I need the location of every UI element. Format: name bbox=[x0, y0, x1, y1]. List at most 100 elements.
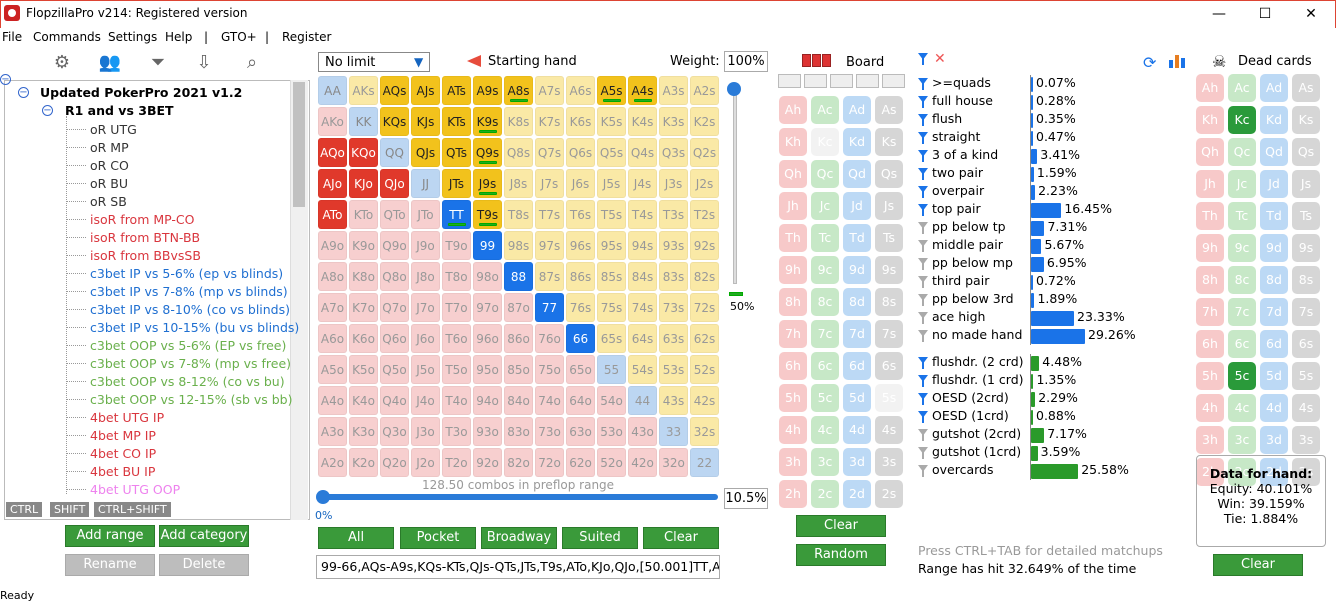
board-card[interactable]: 3s bbox=[875, 448, 903, 476]
hand-cell[interactable]: Q6o bbox=[380, 324, 409, 353]
hand-cell[interactable]: JTs bbox=[442, 169, 471, 198]
board-card[interactable]: 7c bbox=[811, 320, 839, 348]
users-icon[interactable]: 👥 bbox=[98, 52, 122, 73]
filter-icon[interactable] bbox=[918, 114, 928, 126]
hand-cell[interactable]: 93s bbox=[659, 231, 688, 260]
hand-cell[interactable]: T9s bbox=[473, 200, 502, 229]
hand-cell[interactable]: 62o bbox=[566, 448, 595, 477]
hand-cell[interactable]: A6s bbox=[566, 76, 595, 105]
filter-icon[interactable] bbox=[918, 447, 928, 459]
dead-card[interactable]: 4d bbox=[1260, 394, 1288, 422]
hand-cell[interactable]: Q3s bbox=[659, 138, 688, 167]
hand-cell[interactable]: 66 bbox=[566, 324, 595, 353]
filter-icon[interactable] bbox=[918, 465, 928, 477]
hand-cell[interactable]: 33 bbox=[659, 417, 688, 446]
pocket-button[interactable]: Pocket bbox=[400, 527, 476, 549]
hand-cell[interactable]: Q2s bbox=[690, 138, 719, 167]
tree-collapse-icon[interactable]: − bbox=[18, 87, 29, 98]
tree-item[interactable]: 4bet UTG OOP bbox=[90, 482, 181, 497]
hand-cell[interactable]: 72s bbox=[690, 293, 719, 322]
filter-icon[interactable] bbox=[918, 150, 928, 162]
dead-card[interactable]: Ah bbox=[1196, 74, 1224, 102]
hand-cell[interactable]: 54o bbox=[597, 386, 626, 415]
hand-cell[interactable]: KQs bbox=[380, 107, 409, 136]
dead-card[interactable]: Ts bbox=[1292, 202, 1320, 230]
tree-item[interactable]: c3bet OOP vs 7-8% (mp vs free) bbox=[90, 356, 292, 371]
range-text-input[interactable]: 99-66,AQs-A9s,KQs-KTs,QJs-QTs,JTs,T9s,AT… bbox=[316, 555, 720, 579]
board-card[interactable]: 2d bbox=[843, 480, 871, 508]
hand-cell[interactable]: 99 bbox=[473, 231, 502, 260]
import-icon[interactable]: ⇩ bbox=[196, 52, 212, 73]
dead-card[interactable]: Js bbox=[1292, 170, 1320, 198]
tree-group[interactable]: R1 and vs 3BET bbox=[65, 103, 174, 118]
hand-category-label[interactable]: pp below tp bbox=[932, 219, 1006, 234]
board-card[interactable]: Tc bbox=[811, 224, 839, 252]
hand-cell[interactable]: Q6s bbox=[566, 138, 595, 167]
filter-icon[interactable] bbox=[918, 186, 928, 198]
dead-card[interactable]: 7d bbox=[1260, 298, 1288, 326]
tree-scrollbar-thumb[interactable] bbox=[293, 82, 305, 207]
tree-item[interactable]: c3bet OOP vs 12-15% (sb vs bb) bbox=[90, 392, 293, 407]
hand-cell[interactable]: T2s bbox=[690, 200, 719, 229]
filter-icon[interactable] bbox=[918, 78, 928, 90]
board-random-button[interactable]: Random bbox=[796, 544, 886, 566]
board-card[interactable]: 4d bbox=[843, 416, 871, 444]
hand-cell[interactable]: 95s bbox=[597, 231, 626, 260]
hand-cell[interactable]: K3s bbox=[659, 107, 688, 136]
tree-collapse-icon[interactable]: − bbox=[0, 74, 11, 85]
hand-cell[interactable]: 96s bbox=[566, 231, 595, 260]
hand-cell[interactable]: QQ bbox=[380, 138, 409, 167]
tree-item[interactable]: oR SB bbox=[90, 194, 127, 209]
board-card[interactable]: Th bbox=[779, 224, 807, 252]
hand-category-label[interactable]: no made hand bbox=[932, 327, 1023, 342]
hand-cell[interactable]: K6s bbox=[566, 107, 595, 136]
board-card[interactable]: 7d bbox=[843, 320, 871, 348]
dead-card[interactable]: Kh bbox=[1196, 106, 1224, 134]
hand-cell[interactable]: 75s bbox=[597, 293, 626, 322]
hand-category-label[interactable]: third pair bbox=[932, 273, 990, 288]
dead-card[interactable]: 3s bbox=[1292, 426, 1320, 454]
board-card[interactable]: 4h bbox=[779, 416, 807, 444]
hand-cell[interactable]: AJo bbox=[318, 169, 347, 198]
hand-cell[interactable]: 43o bbox=[628, 417, 657, 446]
board-slot[interactable] bbox=[856, 74, 879, 88]
hand-cell[interactable]: 63s bbox=[659, 324, 688, 353]
filter-icon[interactable] bbox=[918, 357, 928, 369]
hand-cell[interactable]: K2s bbox=[690, 107, 719, 136]
hand-cell[interactable]: T9o bbox=[442, 231, 471, 260]
menu-help[interactable]: Help bbox=[165, 30, 193, 44]
dead-card[interactable]: 2d bbox=[1260, 458, 1288, 486]
tree-item[interactable]: c3bet IP vs 8-10% (co vs blinds) bbox=[90, 302, 291, 317]
tree-item[interactable]: oR UTG bbox=[90, 122, 137, 137]
dead-card[interactable]: Ac bbox=[1228, 74, 1256, 102]
dead-card[interactable]: 2s bbox=[1292, 458, 1320, 486]
dead-card[interactable]: 4s bbox=[1292, 394, 1320, 422]
board-card[interactable]: 3d bbox=[843, 448, 871, 476]
hand-cell[interactable]: JJ bbox=[411, 169, 440, 198]
range-percent-input[interactable]: 10.5% bbox=[724, 488, 768, 509]
hand-cell[interactable]: 98s bbox=[504, 231, 533, 260]
hand-cell[interactable]: 55 bbox=[597, 355, 626, 384]
weight-slider-knob[interactable] bbox=[727, 82, 741, 96]
hand-cell[interactable]: K5o bbox=[349, 355, 378, 384]
minimize-button[interactable]: — bbox=[1212, 6, 1226, 22]
dead-card[interactable]: Jc bbox=[1228, 170, 1256, 198]
board-card[interactable]: Ad bbox=[843, 96, 871, 124]
board-card[interactable]: 9d bbox=[843, 256, 871, 284]
tree-item[interactable]: 4bet UTG IP bbox=[90, 410, 165, 425]
hand-cell[interactable]: 87s bbox=[535, 262, 564, 291]
hand-category-label[interactable]: flushdr. (1 crd) bbox=[932, 372, 1024, 387]
hand-category-label[interactable]: overcards bbox=[932, 462, 994, 477]
hand-cell[interactable]: 32s bbox=[690, 417, 719, 446]
tree-item[interactable]: c3bet OOP vs 8-12% (co vs bu) bbox=[90, 374, 285, 389]
dead-card[interactable]: 8c bbox=[1228, 266, 1256, 294]
board-card[interactable]: 8s bbox=[875, 288, 903, 316]
dead-card[interactable]: 5s bbox=[1292, 362, 1320, 390]
board-card[interactable]: 7s bbox=[875, 320, 903, 348]
board-card[interactable]: Qd bbox=[843, 160, 871, 188]
hand-cell[interactable]: K7s bbox=[535, 107, 564, 136]
dead-card[interactable]: 4c bbox=[1228, 394, 1256, 422]
hand-cell[interactable]: 44 bbox=[628, 386, 657, 415]
board-card[interactable]: Jh bbox=[779, 192, 807, 220]
hand-cell[interactable]: 54s bbox=[628, 355, 657, 384]
